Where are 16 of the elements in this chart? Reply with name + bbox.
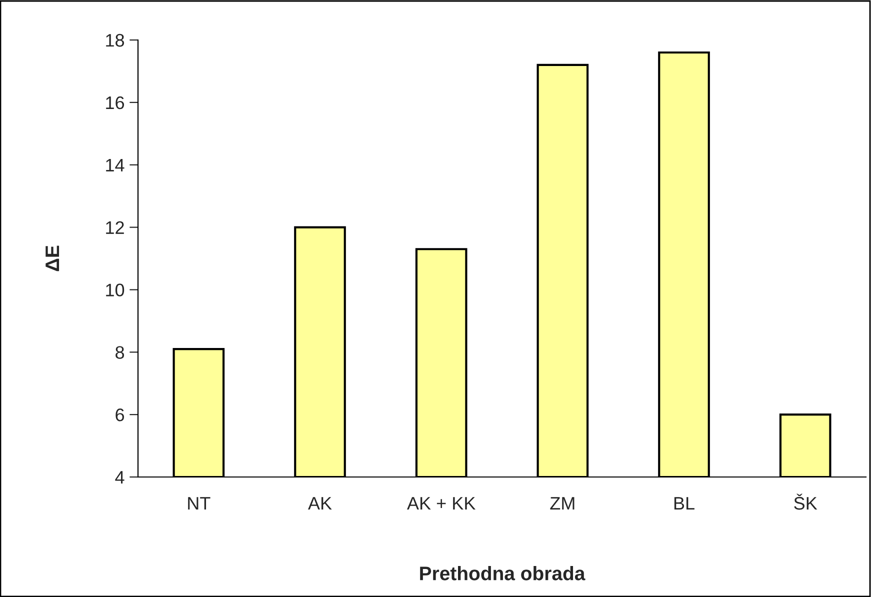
y-tick-label: 8	[116, 346, 124, 359]
x-tick-label: AK + KK	[406, 497, 476, 510]
y-tick-label: 6	[116, 408, 124, 422]
y-tick-label: 4	[115, 471, 124, 484]
x-tick-label: ZM	[550, 497, 574, 510]
y-axis-title: ΔE	[46, 246, 60, 272]
y-tick-label: 18	[106, 34, 124, 47]
x-tick-label: ŠK	[794, 494, 818, 510]
x-tick-label: NT	[188, 497, 210, 510]
x-axis-title: Prethodna obrada	[420, 566, 586, 580]
y-tick-label: 14	[106, 158, 124, 172]
y-tick-label: 16	[106, 96, 124, 110]
x-tick-label: AK	[308, 497, 332, 510]
y-tick-label: 10	[106, 284, 124, 296]
y-tick-label: 12	[106, 221, 124, 234]
x-tick-label: BL	[674, 497, 694, 510]
